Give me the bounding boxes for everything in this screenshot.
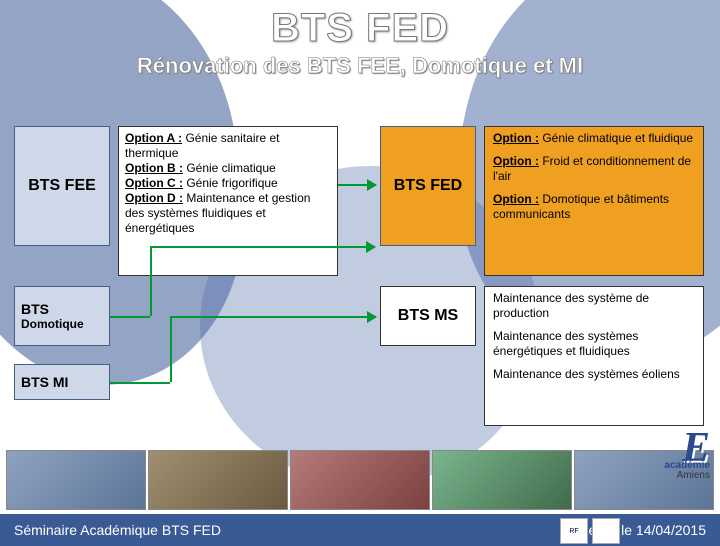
box-fed-options: Option : Génie climatique et fluidique O… bbox=[484, 126, 704, 276]
logo-city: Amiens bbox=[677, 471, 710, 481]
opt-c-text: Génie frigorifique bbox=[186, 176, 277, 190]
box-ms-options: Maintenance des système de production Ma… bbox=[484, 286, 704, 426]
fed-opt1-text: Génie climatique et fluidique bbox=[542, 131, 693, 145]
sub-title: Rénovation des BTS FEE, Domotique et MI bbox=[0, 53, 720, 79]
box-bts-domotique: BTS Domotique bbox=[14, 286, 110, 346]
box-dom-label2: Domotique bbox=[21, 317, 84, 331]
fed-opt2-label: Option : bbox=[493, 154, 539, 168]
box-dom-label1: BTS bbox=[21, 301, 49, 317]
footer-logo-1: RF bbox=[560, 518, 588, 544]
photo-1 bbox=[6, 450, 146, 510]
logo-e-letter: E bbox=[682, 436, 710, 461]
box-bts-fee-label: BTS FEE bbox=[28, 177, 96, 195]
footer-logo-2 bbox=[592, 518, 620, 544]
photo-4 bbox=[432, 450, 572, 510]
arrow-dom-h1 bbox=[110, 316, 150, 318]
box-bts-mi-label: BTS MI bbox=[21, 374, 68, 390]
main-title: BTS FED bbox=[0, 6, 720, 51]
opt-d-label: Option D : bbox=[125, 191, 183, 205]
arrow-dom-to-fed bbox=[150, 246, 375, 248]
box-bts-fed: BTS FED bbox=[380, 126, 476, 246]
box-bts-mi: BTS MI bbox=[14, 364, 110, 400]
opt-a-label: Option A : bbox=[125, 131, 182, 145]
box-bts-ms: BTS MS bbox=[380, 286, 476, 346]
footer-left: Séminaire Académique BTS FED bbox=[14, 522, 221, 538]
opt-b-label: Option B : bbox=[125, 161, 183, 175]
arrow-mi-to-ms bbox=[170, 316, 376, 318]
photo-strip bbox=[0, 450, 720, 510]
ms-opt1: Maintenance des système de production bbox=[493, 291, 695, 321]
academie-logo: E académie Amiens bbox=[620, 436, 710, 506]
ms-opt2: Maintenance des systèmes énergétiques et… bbox=[493, 329, 695, 359]
box-bts-fed-label: BTS FED bbox=[394, 177, 462, 195]
photo-3 bbox=[290, 450, 430, 510]
footer-small-logos: RF bbox=[560, 518, 620, 544]
opt-b-text: Génie climatique bbox=[186, 161, 275, 175]
arrow-mi-h1 bbox=[110, 382, 170, 384]
photo-2 bbox=[148, 450, 288, 510]
arrow-mi-v bbox=[170, 316, 172, 382]
arrow-dom-v bbox=[150, 246, 152, 316]
box-bts-fee: BTS FEE bbox=[14, 126, 110, 246]
box-bts-ms-label: BTS MS bbox=[398, 307, 458, 325]
opt-c-label: Option C : bbox=[125, 176, 183, 190]
ms-opt3: Maintenance des systèmes éoliens bbox=[493, 367, 695, 382]
arrow-fee-to-fed bbox=[338, 184, 376, 186]
fed-opt3-label: Option : bbox=[493, 192, 539, 206]
diagram-area: BTS FEE Option A : Génie sanitaire et th… bbox=[10, 126, 710, 426]
fed-opt1-label: Option : bbox=[493, 131, 539, 145]
